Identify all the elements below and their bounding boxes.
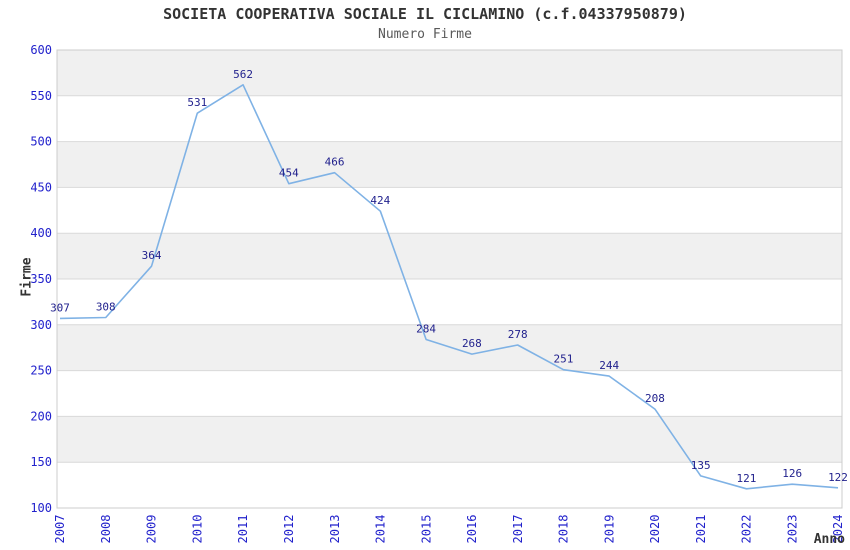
data-point-label: 284	[416, 322, 436, 335]
x-tick-label: 2022	[740, 515, 754, 544]
y-tick-label: 550	[30, 89, 52, 103]
x-tick-label: 2010	[190, 515, 204, 544]
x-tick-label: 2009	[145, 515, 159, 544]
x-tick-label: 2023	[785, 515, 799, 544]
data-point-label: 121	[737, 472, 757, 485]
y-tick-label: 200	[30, 409, 52, 423]
y-tick-label: 350	[30, 272, 52, 286]
x-tick-label: 2012	[282, 515, 296, 544]
data-point-label: 208	[645, 392, 665, 405]
x-tick-label: 2011	[236, 515, 250, 544]
data-point-label: 531	[187, 96, 207, 109]
data-point-label: 308	[96, 300, 116, 313]
x-tick-label: 2015	[419, 515, 433, 544]
x-tick-label: 2013	[328, 515, 342, 544]
chart-band	[57, 50, 842, 96]
y-tick-label: 300	[30, 318, 52, 332]
plot-border	[56, 49, 843, 509]
data-point-label: 135	[691, 459, 711, 472]
data-point-label: 251	[553, 353, 573, 366]
y-tick-label: 600	[30, 43, 52, 57]
x-tick-label: 2016	[465, 515, 479, 544]
data-point-label: 122	[828, 471, 848, 484]
data-point-label: 268	[462, 337, 482, 350]
y-axis-title: Firme	[20, 257, 35, 296]
x-tick-label: 2008	[99, 515, 113, 544]
chart-band	[57, 141, 842, 188]
x-tick-label: 2020	[648, 515, 662, 544]
data-point-label: 278	[508, 328, 528, 341]
x-tick-label: 2018	[557, 515, 571, 544]
chart-band	[57, 233, 842, 279]
y-tick-label: 150	[30, 455, 52, 469]
chart-subtitle: Numero Firme	[378, 27, 472, 42]
y-tick-label: 100	[30, 501, 52, 515]
x-axis-title: Anno	[814, 532, 845, 547]
data-point-label: 454	[279, 167, 299, 180]
data-point-label: 307	[50, 301, 70, 314]
x-tick-label: 2014	[374, 515, 388, 544]
x-tick-label: 2021	[694, 515, 708, 544]
chart-title: SOCIETA COOPERATIVA SOCIALE IL CICLAMINO…	[163, 5, 687, 23]
y-tick-label: 450	[30, 180, 52, 194]
data-point-label: 126	[782, 467, 802, 480]
x-tick-label: 2024	[831, 515, 845, 544]
x-tick-label: 2007	[53, 515, 67, 544]
y-tick-label: 500	[30, 135, 52, 149]
y-tick-label: 250	[30, 364, 52, 378]
y-tick-label: 400	[30, 226, 52, 240]
data-point-label: 466	[325, 156, 345, 169]
chart-band	[57, 416, 842, 463]
series-line	[59, 84, 839, 490]
data-point-label: 562	[233, 68, 253, 81]
data-point-label: 244	[599, 359, 619, 372]
data-point-label: 364	[142, 249, 162, 262]
x-tick-label: 2019	[602, 515, 616, 544]
x-tick-label: 2017	[511, 515, 525, 544]
data-point-label: 424	[370, 194, 390, 207]
